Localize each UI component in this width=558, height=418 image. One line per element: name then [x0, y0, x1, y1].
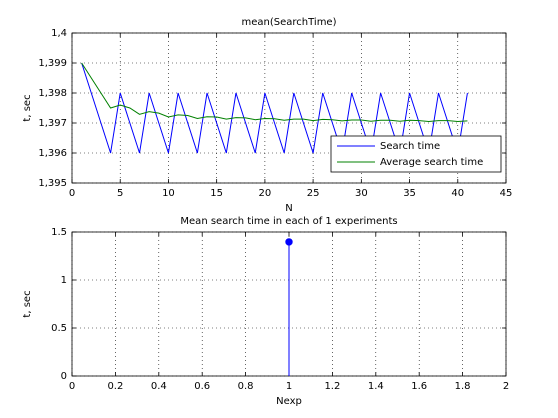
- legend-label: Average search time: [380, 157, 483, 168]
- x-tick-label: 25: [307, 188, 320, 199]
- x-tick-label: 5: [117, 188, 123, 199]
- series-line: [81, 62, 468, 123]
- y-tick-label: 0.5: [51, 323, 67, 334]
- chart-title: mean(SearchTime): [242, 17, 337, 28]
- x-tick-label: 0: [69, 381, 75, 392]
- x-tick-label: 1.8: [455, 381, 471, 392]
- x-tick-label: 0.6: [194, 381, 210, 392]
- x-tick-label: 35: [403, 188, 416, 199]
- y-tick-label: 1,399: [38, 58, 67, 69]
- y-tick-label: 1,398: [38, 88, 67, 99]
- y-tick-label: 1,395: [38, 178, 67, 189]
- x-tick-label: 1.2: [324, 381, 340, 392]
- y-tick-label: 1: [61, 275, 67, 286]
- y-tick-label: 1.5: [51, 227, 67, 238]
- y-axis-label: t, sec: [22, 290, 33, 317]
- y-tick-label: 1,4: [51, 28, 67, 39]
- y-tick-label: 0: [61, 371, 67, 382]
- legend-label: Search time: [380, 141, 440, 152]
- x-tick-label: 45: [500, 188, 513, 199]
- y-tick-label: 1,397: [38, 118, 67, 129]
- y-tick-label: 1,396: [38, 148, 67, 159]
- x-tick-label: 30: [355, 188, 368, 199]
- x-tick-label: 2: [503, 381, 509, 392]
- x-tick-label: 10: [162, 188, 175, 199]
- x-tick-label: 0: [69, 188, 75, 199]
- x-tick-label: 1.4: [368, 381, 384, 392]
- x-tick-label: 40: [451, 188, 464, 199]
- axes-box: [71, 32, 507, 184]
- x-tick-label: 15: [210, 188, 223, 199]
- x-axis-label: Nexp: [276, 396, 302, 407]
- x-tick-label: 20: [259, 188, 272, 199]
- legend-box: [330, 135, 502, 173]
- x-tick-label: 0.8: [238, 381, 254, 392]
- x-tick-label: 0.4: [151, 381, 167, 392]
- x-tick-label: 1: [286, 381, 292, 392]
- y-axis-label: t, sec: [22, 94, 33, 121]
- x-tick-label: 1.6: [411, 381, 427, 392]
- chart-title: Mean search time in each of 1 experiment…: [180, 216, 397, 227]
- x-axis-label: N: [285, 203, 292, 214]
- x-tick-label: 0.2: [107, 381, 123, 392]
- stem-marker: [285, 238, 293, 246]
